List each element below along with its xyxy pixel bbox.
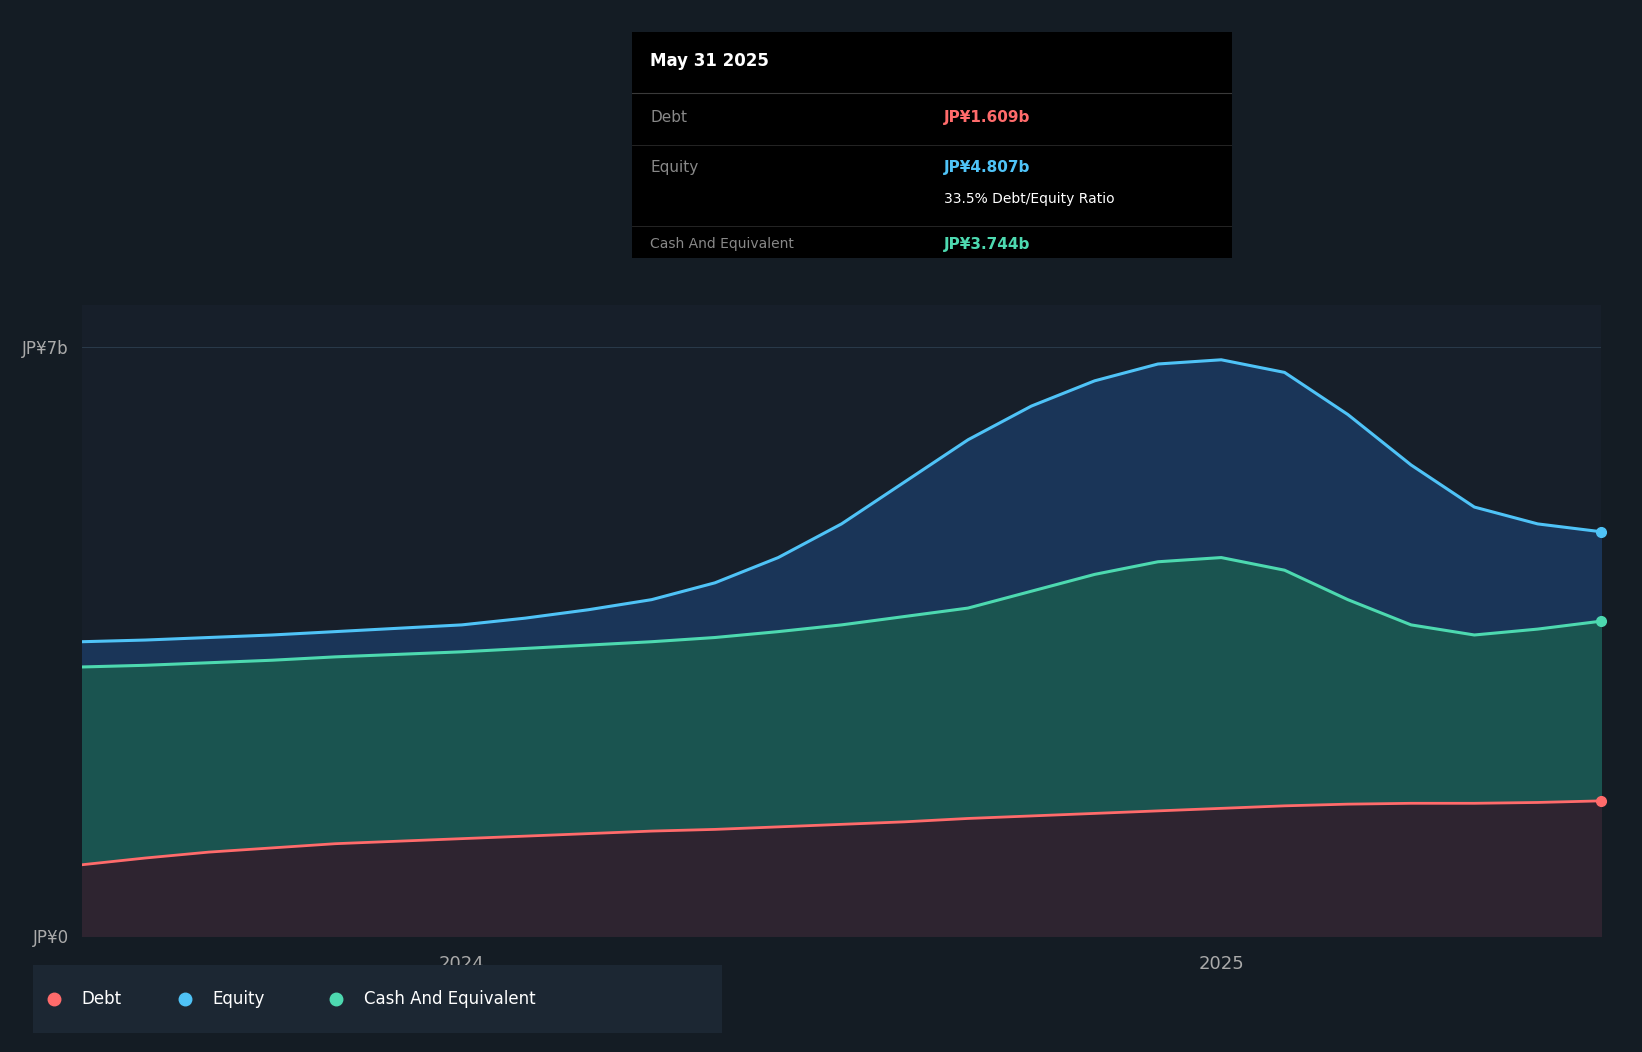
Text: Equity: Equity [650,160,698,175]
Text: 33.5% Debt/Equity Ratio: 33.5% Debt/Equity Ratio [944,191,1115,206]
Text: JP¥1.609b: JP¥1.609b [944,110,1030,125]
Text: Debt: Debt [80,990,122,1008]
Text: Debt: Debt [650,110,686,125]
Text: JP¥4.807b: JP¥4.807b [944,160,1030,175]
Text: Cash And Equivalent: Cash And Equivalent [365,990,535,1008]
Text: Cash And Equivalent: Cash And Equivalent [650,237,795,251]
Text: JP¥3.744b: JP¥3.744b [944,237,1030,251]
Text: May 31 2025: May 31 2025 [650,52,768,70]
Text: Equity: Equity [212,990,264,1008]
